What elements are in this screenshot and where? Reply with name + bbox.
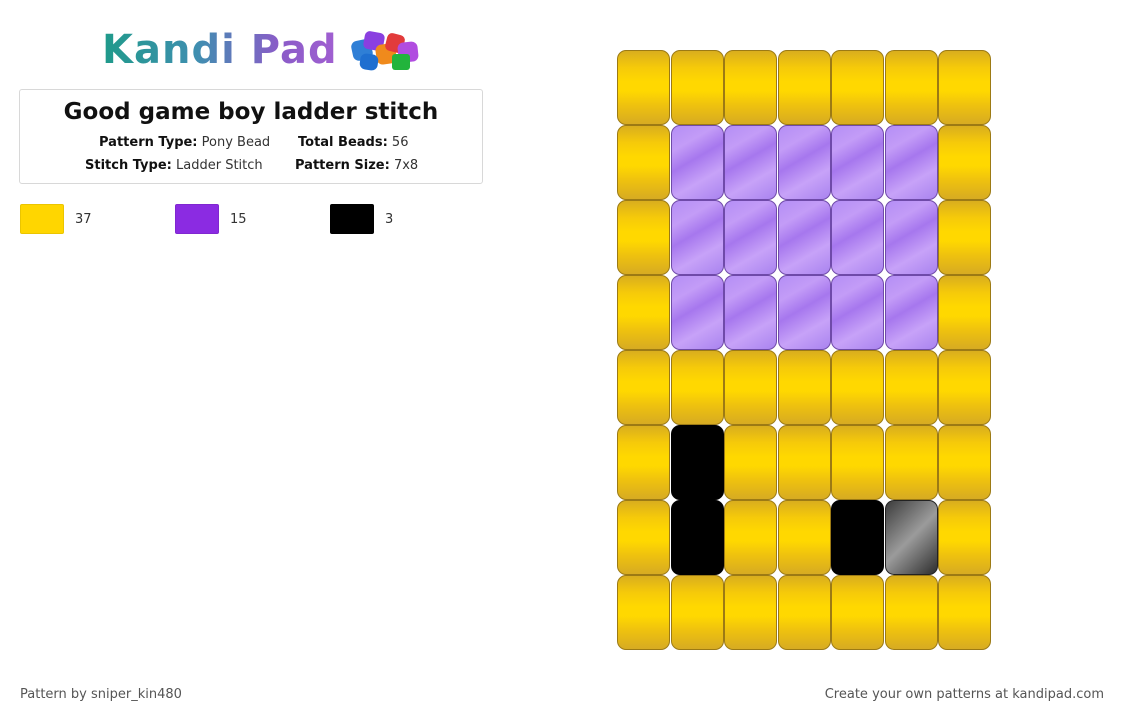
bead-black	[670, 500, 724, 575]
bead-count: 3	[385, 211, 394, 227]
bead-purple	[724, 200, 778, 275]
pattern-type-label: Pattern Type:	[99, 135, 198, 150]
bead-yellow	[777, 575, 831, 650]
bead-yellow	[724, 500, 778, 575]
bead-purple	[777, 125, 831, 200]
bead-purple	[670, 200, 724, 275]
color-swatch	[330, 204, 374, 234]
pattern-size: Pattern Size: 7x8	[295, 157, 418, 175]
pattern-info-card: Good game boy ladder stitch Pattern Type…	[19, 89, 483, 184]
legend-item-black: 3	[330, 203, 393, 235]
bead-yellow	[617, 425, 670, 500]
bead-yellow	[670, 50, 724, 125]
bead-yellow	[938, 500, 992, 575]
bead-purple	[724, 275, 778, 350]
pattern-type-value: Pony Bead	[201, 135, 271, 150]
total-beads-value: 56	[391, 135, 409, 150]
bead-yellow	[777, 350, 831, 425]
kandipad-promo-link[interactable]: Create your own patterns at kandipad.com	[824, 687, 1104, 702]
kandi-pad-logo[interactable]: Kandi Pad	[102, 24, 424, 76]
bead-yellow	[831, 575, 885, 650]
stitch-type-value: Ladder Stitch	[176, 158, 263, 173]
bead-yellow	[938, 425, 992, 500]
bead-yellow	[617, 575, 670, 650]
bead-yellow	[884, 350, 938, 425]
bead-yellow	[724, 425, 778, 500]
bead-gray	[884, 500, 938, 575]
bead-yellow	[884, 50, 938, 125]
bead-yellow	[670, 575, 724, 650]
bead-black	[670, 425, 724, 500]
pattern-author: Pattern by sniper_kin480	[20, 687, 182, 702]
pattern-size-label: Pattern Size:	[295, 158, 390, 173]
bead-yellow	[617, 125, 670, 200]
pattern-type: Pattern Type: Pony Bead	[99, 134, 270, 152]
bead-yellow	[724, 350, 778, 425]
bead-yellow	[724, 575, 778, 650]
bead-purple	[831, 125, 885, 200]
bead-purple	[670, 275, 724, 350]
bead-yellow	[938, 275, 992, 350]
bead-yellow	[938, 50, 992, 125]
bead-yellow	[670, 350, 724, 425]
bead-yellow	[617, 500, 670, 575]
bead-yellow	[617, 200, 670, 275]
total-beads-label: Total Beads:	[298, 135, 388, 150]
pattern-title: Good game boy ladder stitch	[63, 99, 439, 125]
bead-purple	[777, 200, 831, 275]
bead-yellow	[617, 50, 670, 125]
stitch-type: Stitch Type: Ladder Stitch	[85, 157, 263, 175]
bead-yellow	[938, 575, 992, 650]
bead-yellow	[831, 350, 885, 425]
bead-purple	[831, 275, 885, 350]
kandi-beads-icon	[350, 31, 419, 71]
bead-purple	[884, 200, 938, 275]
bead-count: 15	[230, 211, 247, 227]
bead-yellow	[938, 350, 992, 425]
bead-black	[831, 500, 885, 575]
bead-purple	[724, 125, 778, 200]
bead-yellow	[831, 50, 885, 125]
pattern-size-value: 7x8	[393, 158, 419, 173]
color-swatch	[20, 204, 64, 234]
bead-yellow	[938, 125, 992, 200]
stitch-type-label: Stitch Type:	[85, 158, 172, 173]
bead-purple	[884, 125, 938, 200]
total-beads: Total Beads: 56	[298, 134, 408, 152]
bead-purple	[670, 125, 724, 200]
bead-yellow	[831, 425, 885, 500]
logo-wordmark: Kandi Pad	[102, 24, 338, 76]
color-swatch	[175, 204, 219, 234]
bead-yellow	[724, 50, 778, 125]
bead-count: 37	[75, 211, 92, 227]
bead-purple	[884, 275, 938, 350]
bead-yellow	[617, 275, 670, 350]
bead-yellow	[777, 50, 831, 125]
bead-yellow	[938, 200, 992, 275]
bead-yellow	[617, 350, 670, 425]
bead-yellow	[777, 425, 831, 500]
bead-purple	[831, 200, 885, 275]
bead-yellow	[884, 425, 938, 500]
bead-yellow	[777, 500, 831, 575]
bead-yellow	[884, 575, 938, 650]
legend-item-purple: 15	[175, 203, 247, 235]
bead-purple	[777, 275, 831, 350]
legend-item-yellow: 37	[20, 203, 92, 235]
bead-pattern-grid	[617, 50, 992, 650]
